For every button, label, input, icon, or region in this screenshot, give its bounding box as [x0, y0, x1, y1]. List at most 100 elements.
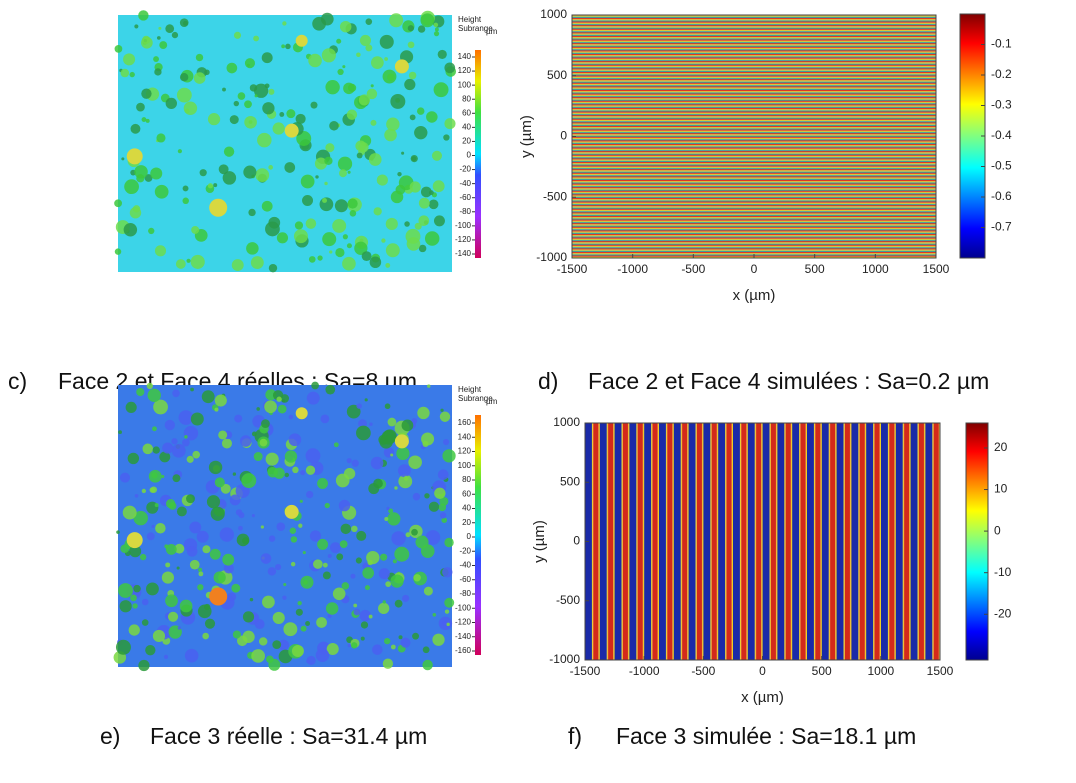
surface-texture — [346, 243, 352, 249]
surface-texture — [300, 174, 315, 189]
surface-texture — [145, 118, 150, 123]
y-tick-label: 500 — [560, 474, 580, 488]
surface-texture — [141, 619, 149, 626]
surface-texture — [386, 506, 390, 511]
surface-texture — [186, 494, 195, 504]
surface-texture — [123, 53, 136, 66]
surface-texture — [186, 258, 191, 263]
surface-texture — [199, 169, 207, 177]
surface-texture — [184, 435, 188, 439]
surface-texture — [293, 229, 308, 244]
surface-texture — [167, 611, 179, 622]
surface-texture — [154, 184, 169, 199]
x-tick-label: -1500 — [557, 262, 588, 276]
surface-texture — [441, 517, 448, 523]
surface-texture — [433, 82, 449, 98]
colorbar-tick-label: -40 — [459, 561, 471, 570]
surface-texture — [276, 396, 282, 402]
surface-texture — [268, 263, 278, 273]
colorbar-tick-label: 20 — [994, 440, 1008, 454]
surface-texture — [376, 174, 388, 186]
surface-texture — [218, 164, 229, 175]
surface-texture — [325, 384, 336, 395]
surface-texture — [440, 408, 444, 412]
surface-texture — [439, 496, 449, 506]
surface-texture — [392, 559, 397, 564]
surface-texture — [427, 384, 431, 388]
surface-texture — [171, 438, 178, 445]
surface-texture — [138, 659, 150, 672]
surface-texture — [189, 559, 200, 570]
surface-texture — [183, 20, 188, 26]
surface-texture — [253, 452, 263, 462]
surface-texture — [346, 109, 358, 120]
surface-texture — [336, 553, 344, 561]
surface-texture — [423, 586, 433, 596]
surface-texture — [268, 535, 276, 542]
surface-texture — [139, 553, 147, 561]
legend-subtitle: Subrange — [458, 24, 493, 33]
heatmap — [572, 15, 936, 258]
surface-texture — [134, 24, 139, 29]
surface-image — [118, 15, 452, 272]
colorbar-tick-label: 20 — [462, 137, 471, 146]
surface-texture — [262, 102, 275, 115]
surface-texture — [337, 68, 344, 76]
colorbar-tick-label: -0.3 — [991, 98, 1012, 112]
surface-texture — [283, 582, 287, 587]
surface-texture — [138, 10, 149, 21]
surface-texture — [234, 414, 243, 423]
surface-texture — [420, 13, 435, 28]
surface-texture — [175, 259, 186, 269]
surface-texture — [161, 474, 165, 479]
surface-texture — [141, 488, 147, 494]
surface-texture — [176, 506, 187, 517]
surface-texture — [336, 38, 342, 44]
surface-texture — [178, 410, 194, 425]
surface-peak — [209, 198, 228, 217]
surface-texture — [442, 449, 456, 463]
surface-texture — [148, 227, 155, 235]
surface-texture — [251, 514, 255, 518]
surface-texture — [349, 210, 357, 217]
surface-texture — [291, 644, 304, 657]
surface-texture — [370, 84, 374, 88]
colorbar-tick-label: -40 — [459, 179, 471, 188]
surface-texture — [365, 18, 373, 25]
surface-texture — [251, 649, 265, 663]
surface-texture — [146, 382, 153, 390]
surface-texture — [197, 604, 212, 619]
surface-texture — [322, 562, 328, 568]
surface-texture — [278, 639, 290, 651]
colorbar-tick-label: -80 — [459, 589, 471, 598]
colorbar — [475, 415, 481, 655]
surface-texture — [229, 494, 241, 506]
legend-subtitle: Subrange — [458, 394, 493, 403]
surface-texture — [444, 537, 454, 548]
surface-texture — [384, 128, 397, 142]
surface-texture — [151, 524, 155, 528]
surface-texture — [422, 646, 430, 654]
surface-texture — [129, 71, 135, 78]
surface-texture — [172, 389, 180, 398]
surface-texture — [370, 456, 384, 470]
surface-texture — [231, 259, 244, 272]
surface-texture — [207, 183, 214, 189]
colorbar-tick-label: -60 — [459, 193, 471, 202]
colorbar-tick-label: 120 — [458, 66, 472, 75]
surface-texture — [261, 419, 270, 428]
surface-texture — [300, 470, 306, 476]
x-tick-label: 1000 — [867, 664, 894, 678]
surface-texture — [420, 186, 432, 198]
surface-texture — [121, 157, 125, 161]
surface-texture — [398, 464, 411, 478]
surface-texture — [412, 492, 421, 501]
surface-texture — [428, 199, 439, 210]
surface-texture — [295, 113, 306, 124]
surface-texture — [250, 256, 264, 269]
colorbar-tick-label: 80 — [462, 94, 471, 103]
surface-texture — [165, 543, 177, 555]
surface-texture — [239, 435, 252, 447]
y-tick-label: 1000 — [553, 415, 580, 429]
surface-texture — [385, 217, 398, 231]
